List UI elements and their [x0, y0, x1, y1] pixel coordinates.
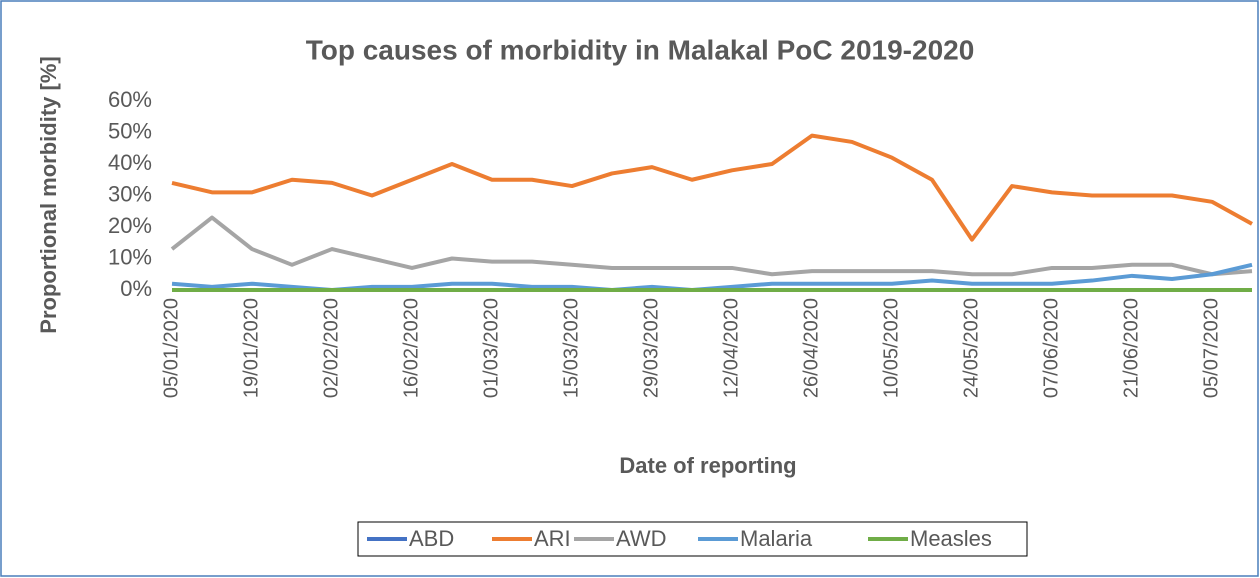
x-tick-label: 29/03/2020: [640, 298, 662, 398]
y-tick-label: 0%: [120, 276, 152, 301]
legend-label: ARI: [534, 526, 571, 551]
x-tick-label: 26/04/2020: [800, 298, 822, 398]
y-tick-label: 60%: [108, 87, 152, 112]
x-tick-label: 21/06/2020: [1120, 298, 1142, 398]
x-tick-label: 16/02/2020: [400, 298, 422, 398]
legend-label: Measles: [910, 526, 992, 551]
x-tick-label: 12/04/2020: [720, 298, 742, 398]
chart-title: Top causes of morbidity in Malakal PoC 2…: [306, 34, 975, 65]
x-tick-label: 19/01/2020: [240, 298, 262, 398]
legend-label: Malaria: [740, 526, 813, 551]
y-tick-label: 20%: [108, 213, 152, 238]
x-tick-label: 02/02/2020: [320, 298, 342, 398]
y-tick-label: 30%: [108, 181, 152, 206]
x-axis-label: Date of reporting: [619, 453, 796, 478]
series-line: [170, 215, 1253, 277]
legend-label: AWD: [616, 526, 667, 551]
legend-label: ABD: [409, 526, 454, 551]
x-tick-label: 05/07/2020: [1200, 298, 1222, 398]
y-tick-label: 40%: [108, 150, 152, 175]
y-tick-label: 10%: [108, 244, 152, 269]
series-line: [171, 133, 1253, 242]
x-tick-label: 07/06/2020: [1040, 298, 1062, 398]
x-tick-label: 24/05/2020: [960, 298, 982, 398]
x-tick-label: 01/03/2020: [480, 298, 502, 398]
legend-box: [357, 521, 1028, 557]
y-axis-label: Proportional morbidity [%]: [36, 56, 61, 333]
x-tick-label: 15/03/2020: [560, 298, 582, 398]
x-tick-label: 05/01/2020: [160, 298, 182, 398]
y-tick-label: 50%: [108, 118, 152, 143]
x-tick-label: 10/05/2020: [880, 298, 902, 398]
